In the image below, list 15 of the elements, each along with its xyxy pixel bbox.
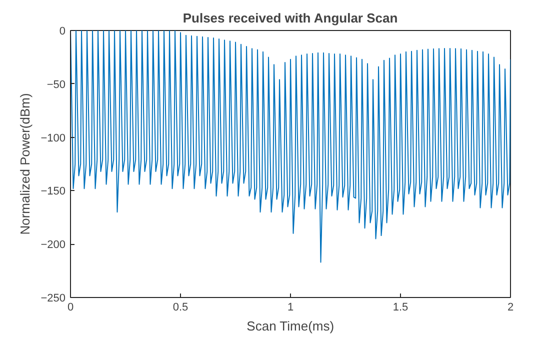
y-tick-label: −50 — [46, 78, 66, 91]
y-tick-label: 0 — [59, 26, 66, 38]
x-tick-label: 0.5 — [172, 302, 188, 314]
y-tick-label: −250 — [40, 292, 66, 304]
y-tick-label: −150 — [40, 186, 66, 198]
x-tick-label: 0 — [67, 302, 74, 314]
y-axis-title: Normalized Power(dBm) — [18, 93, 33, 235]
y-tick-label: −200 — [40, 239, 66, 252]
x-tick-label: 2 — [507, 302, 514, 314]
line-series — [70, 30, 510, 263]
x-tick-label: 1.5 — [392, 302, 408, 314]
y-tick-label: −100 — [40, 132, 66, 144]
x-axis-title: Scan Time(ms) — [246, 318, 334, 334]
x-tick-label: 1 — [287, 302, 294, 314]
chart-title: Pulses received with Angular Scan — [182, 10, 398, 26]
